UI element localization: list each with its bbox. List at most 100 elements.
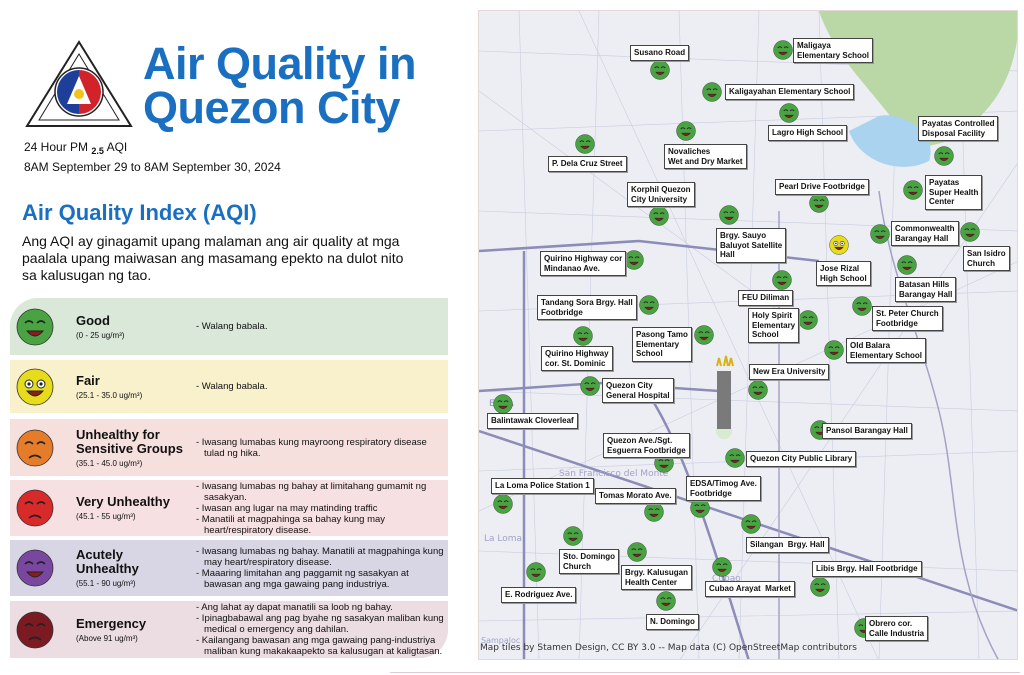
station-label[interactable]: Tomas Morato Ave. [595,488,676,504]
good-station-marker-icon[interactable] [644,502,664,522]
good-station-marker-icon[interactable] [725,448,745,468]
advice-item: - Ipinagbabawal ang pag byahe ng sasakya… [196,613,444,635]
place-label-san-francisco: San Francisco del Monte [559,469,669,479]
title-line-1: Air Quality in [143,38,417,89]
station-label[interactable]: La Loma Police Station 1 [491,478,594,494]
station-label[interactable]: FEU Diliman [738,290,794,306]
station-label[interactable]: Pearl Drive Footbridge [775,179,869,195]
good-station-marker-icon[interactable] [934,146,954,166]
good-station-marker-icon[interactable] [779,103,799,123]
subtitle-suffix: AQI [106,140,128,154]
good-station-marker-icon[interactable] [526,562,546,582]
good-station-marker-icon[interactable] [903,180,923,200]
station-label[interactable]: Brgy. Sauyo Baluyot Satellite Hall [716,228,787,263]
good-station-marker-icon[interactable] [694,325,714,345]
good-face-icon [16,308,54,346]
good-station-marker-icon[interactable] [870,224,890,244]
station-label[interactable]: Batasan Hills Barangay Hall [895,277,957,302]
good-station-marker-icon[interactable] [627,542,647,562]
station-label[interactable]: Obrero cor. Calle Industria [865,616,929,641]
station-label[interactable]: Quirino Highway cor. St. Dominic [541,346,613,371]
station-label[interactable]: EDSA/Timog Ave. Footbridge [686,476,761,501]
aqi-row-usg: Unhealthy for Sensitive Groups (35.1 - 45… [10,419,448,476]
station-label[interactable]: N. Domingo [646,614,699,630]
station-label[interactable]: Quezon City Public Library [746,451,857,467]
good-station-marker-icon[interactable] [960,222,980,242]
station-label[interactable]: Payatas Controlled Disposal Facility [918,116,999,141]
good-station-marker-icon[interactable] [772,270,792,290]
good-station-marker-icon[interactable] [580,376,600,396]
station-label[interactable]: Cubao Arayat Market [705,581,795,597]
good-station-marker-icon[interactable] [654,453,674,473]
good-station-marker-icon[interactable] [649,206,669,226]
station-label[interactable]: Novaliches Wet and Dry Market [664,144,747,169]
station-label[interactable]: Quezon Ave./Sgt. Esguerra Footbridge [603,433,690,458]
station-label[interactable]: Susano Road [630,45,690,61]
station-label[interactable]: Lagro High School [768,125,848,141]
station-label[interactable]: San Isidro Church [963,246,1010,271]
good-station-marker-icon[interactable] [809,193,829,213]
good-station-marker-icon[interactable] [719,205,739,225]
good-station-marker-icon[interactable] [852,296,872,316]
station-label[interactable]: Kaligayahan Elementary School [725,84,855,100]
good-station-marker-icon[interactable] [702,82,722,102]
station-label[interactable]: P. Dela Cruz Street [548,156,627,172]
station-label[interactable]: Pansol Barangay Hall [822,423,912,439]
good-station-marker-icon[interactable] [810,577,830,597]
good-station-marker-icon[interactable] [573,326,593,346]
advice-item: - Kailangang bawasan ang mga gawaing pan… [196,635,443,657]
station-label[interactable]: Quirino Highway cor Mindanao Ave. [540,251,627,276]
category-advice: - Iwasang lumabas kung mayroong respirat… [188,437,448,459]
station-label[interactable]: Holy Spirit Elementary School [748,308,800,343]
station-label[interactable]: Korphil Quezon City University [627,182,695,207]
good-station-marker-icon[interactable] [712,557,732,577]
good-station-marker-icon[interactable] [676,121,696,141]
advice-item: - Iwasang lumabas kung mayroong respirat… [196,436,427,459]
good-station-marker-icon[interactable] [624,250,644,270]
station-label[interactable]: New Era University [749,364,830,380]
emergency-face-icon [16,611,54,649]
station-label[interactable]: Brgy. Kalusugan Health Center [621,565,692,590]
station-label[interactable]: Pasong Tamo Elementary School [632,327,692,362]
fair-face-icon [16,368,54,406]
good-station-marker-icon[interactable] [650,60,670,80]
station-label[interactable]: Quezon City General Hospital [602,378,674,403]
station-label[interactable]: Commonwealth Barangay Hall [891,221,959,246]
subtitle: 24 Hour PM 2.5 AQI [24,140,128,156]
good-station-marker-icon[interactable] [493,394,513,414]
good-station-marker-icon[interactable] [575,134,595,154]
good-station-marker-icon[interactable] [748,380,768,400]
station-label[interactable]: Tandang Sora Brgy. Hall Footbridge [537,295,637,320]
advice-item: - Manatili at magpahinga sa bahay kung m… [196,513,386,536]
good-station-marker-icon[interactable] [798,310,818,330]
station-label[interactable]: Silangan Brgy. Hall [746,537,829,553]
good-station-marker-icon[interactable] [656,591,676,611]
fair-station-marker-icon[interactable] [829,235,849,255]
station-label[interactable]: Maligaya Elementary School [793,38,874,63]
good-station-marker-icon[interactable] [897,255,917,275]
good-station-marker-icon[interactable] [493,494,513,514]
good-station-marker-icon[interactable] [773,40,793,60]
station-label[interactable]: Payatas Super Health Center [925,175,983,210]
station-label[interactable]: E. Rodriguez Ave. [501,587,577,603]
station-label[interactable]: Jose Rizal High School [816,261,871,286]
station-label[interactable]: Balintawak Cloverleaf [487,413,578,429]
good-station-marker-icon[interactable] [741,514,761,534]
good-station-marker-icon[interactable] [639,295,659,315]
station-label[interactable]: Old Balara Elementary School [846,338,927,363]
map-attribution: Map tiles by Stamen Design, CC BY 3.0 --… [480,643,857,653]
station-label[interactable]: St. Peter Church Footbridge [872,306,943,331]
category-advice: - Walang babala. [188,321,267,332]
category-name: Unhealthy for Sensitive Groups [76,426,183,456]
good-station-marker-icon[interactable] [690,498,710,518]
station-label[interactable]: Libis Brgy. Hall Footbridge [812,561,922,577]
aqi-heading: Air Quality Index (AQI) [22,200,257,225]
good-station-marker-icon[interactable] [824,340,844,360]
quezon-city-seal-logo [25,40,133,130]
advice-item: - Iwasang lumabas ng bahay. Manatili at … [196,546,444,568]
advice-item: - Iwasan ang lugar na may matinding traf… [196,502,378,514]
category-name: Emergency [76,615,147,631]
place-label-cubao: Cubao [712,574,741,584]
station-label[interactable]: Sto. Domingo Church [559,549,619,574]
good-station-marker-icon[interactable] [563,526,583,546]
